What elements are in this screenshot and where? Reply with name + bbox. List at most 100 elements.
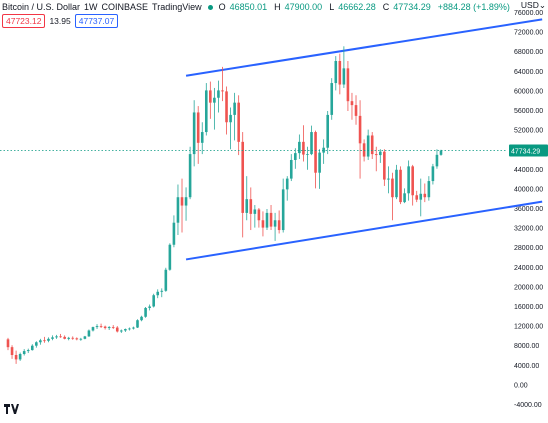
candle [241, 132, 245, 238]
ask-price-button[interactable]: 47737.07 [74, 14, 119, 28]
last-price-badge [509, 144, 548, 157]
candle [322, 139, 325, 164]
candle [237, 95, 240, 156]
change-value: +884.28 (+1.89%) [437, 2, 510, 12]
candle [221, 66, 224, 102]
tradingview-logo-icon[interactable] [4, 403, 20, 415]
candles [6, 46, 443, 364]
candle [387, 166, 390, 194]
low-value: 46662.28 [338, 2, 376, 12]
candle [261, 211, 265, 237]
y-tick-label: 24000.00 [514, 265, 543, 272]
y-tick-label: 8000.00 [514, 343, 539, 350]
y-tick-label: -4000.00 [514, 402, 542, 409]
close-value: 47734.29 [393, 2, 431, 12]
candle [217, 80, 220, 113]
candle [302, 125, 305, 162]
y-tick-label: 12000.00 [514, 324, 543, 331]
candle [59, 333, 62, 338]
high-value: 47900.00 [284, 2, 323, 12]
y-tick-label: 60000.00 [514, 88, 543, 95]
candle [176, 184, 180, 235]
candle [306, 146, 309, 170]
y-tick-label: 16000.00 [514, 304, 543, 311]
candle [95, 324, 99, 330]
candle [47, 337, 50, 343]
y-tick-label: 40000.00 [514, 186, 543, 193]
candle [415, 190, 419, 203]
currency-dropdown-icon[interactable]: ⌄ [538, 0, 546, 10]
candle [419, 178, 423, 217]
candle [253, 205, 257, 228]
candle [6, 337, 10, 351]
price-axis[interactable]: 76000.00 72000.00 68000.00 64000.00 60000.00… [514, 10, 543, 409]
trendline-layer[interactable] [185, 18, 543, 261]
candle [245, 176, 249, 221]
symbol-header: Bitcoin / U.S. Dollar 1W COINBASE Tradin… [2, 0, 513, 14]
quote-row: 47723.12 13.95 47737.07 [2, 14, 119, 28]
candle [172, 215, 176, 248]
candle [196, 106, 200, 164]
y-tick-label: 72000.00 [514, 30, 543, 37]
symbol-name[interactable]: Bitcoin / U.S. Dollar [2, 2, 81, 12]
candle [209, 81, 212, 119]
candle [35, 341, 38, 348]
candle [374, 146, 378, 172]
y-tick-label: 4000.00 [514, 363, 539, 370]
candle [200, 122, 204, 155]
candle [213, 87, 216, 130]
spread-value: 13.95 [49, 16, 71, 26]
candle [152, 293, 155, 308]
candle [378, 149, 382, 163]
trendline[interactable] [185, 200, 543, 261]
candle [411, 164, 414, 206]
candle [294, 148, 297, 169]
candle [338, 53, 342, 95]
candle [14, 350, 18, 364]
trendline[interactable] [185, 18, 543, 77]
y-tick-label: 64000.00 [514, 69, 543, 76]
market-status-icon [207, 4, 213, 10]
open-value: 46850.01 [229, 2, 268, 12]
candle [144, 306, 147, 318]
candle [354, 95, 358, 125]
candle [370, 132, 374, 159]
candle [423, 183, 427, 203]
candle [75, 337, 79, 341]
high-key: H [274, 2, 281, 12]
candle [326, 110, 329, 155]
candle [330, 78, 334, 120]
candle [289, 154, 293, 182]
candle [229, 107, 232, 150]
candle [298, 134, 301, 159]
y-tick-label: 68000.00 [514, 49, 543, 56]
candle [128, 327, 131, 331]
candle [281, 178, 285, 233]
candle [63, 335, 66, 340]
candle [407, 160, 410, 201]
interval-label[interactable]: 1W [84, 2, 98, 12]
candle [431, 163, 435, 185]
candle [164, 267, 168, 292]
bid-price-button[interactable]: 47723.12 [2, 14, 46, 28]
candle [111, 325, 115, 330]
candle [395, 164, 398, 200]
candle [184, 187, 188, 221]
candle [30, 344, 34, 351]
platform-label: TradingView [152, 2, 202, 12]
candle [265, 208, 269, 231]
candle [366, 129, 370, 160]
currency-label[interactable]: USD [520, 0, 539, 10]
close-key: C [382, 2, 390, 12]
candle [188, 146, 192, 200]
candle [314, 130, 317, 189]
candle [91, 326, 95, 332]
exchange-label: COINBASE [101, 2, 149, 12]
y-tick-label: 52000.00 [514, 128, 543, 135]
candle [204, 83, 208, 136]
currency-selector[interactable]: USD⌄ [521, 0, 546, 11]
candle [103, 325, 107, 330]
y-tick-label: 28000.00 [514, 245, 543, 252]
